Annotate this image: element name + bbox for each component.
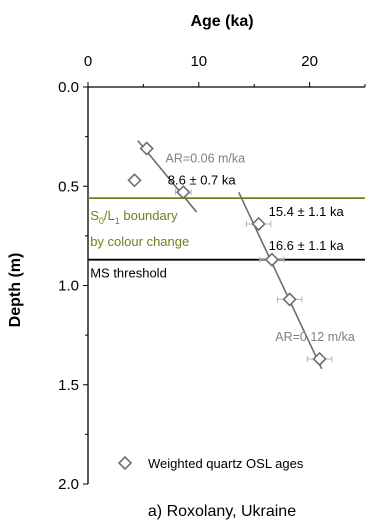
x-tick-label: 0	[84, 53, 92, 70]
regression-label-1: AR=0.06 m/ka	[166, 151, 246, 165]
reference-lines	[88, 140, 365, 370]
axes: 0 10 20 0.0 0.5 1.0 1.5 2.0	[58, 53, 366, 493]
data-point	[312, 351, 327, 367]
y-tick-label: 0.0	[58, 79, 79, 96]
x-axis-label: Age (ka)	[190, 13, 253, 30]
y-tick-label: 0.5	[58, 178, 79, 195]
y-tick-label: 1.0	[58, 278, 79, 295]
y-tick-label: 1.5	[58, 377, 79, 394]
y-axis-label: Depth (m)	[7, 253, 24, 328]
boundary-label-line2: by colour change	[90, 234, 189, 249]
chart-caption: a) Roxolany, Ukraine	[148, 503, 296, 520]
data-point	[176, 185, 191, 200]
x-tick-label: 10	[190, 53, 207, 70]
age-label: 15.4 ± 1.1 ka	[269, 204, 345, 219]
data-point	[127, 173, 142, 188]
age-label: 8.6 ± 0.7 ka	[168, 172, 237, 187]
data-point	[264, 252, 280, 267]
data-marks	[127, 141, 333, 367]
data-point	[282, 292, 297, 307]
age-label: 16.6 ± 1.1 ka	[269, 238, 345, 253]
x-tick-label: 20	[301, 53, 318, 70]
y-tick-label: 2.0	[58, 476, 79, 493]
boundary-label: S0/L1 boundary	[90, 208, 178, 226]
ms-threshold-label: MS threshold	[90, 266, 167, 281]
data-point	[139, 141, 154, 156]
regression-label-2: AR=0.12 m/ka	[275, 330, 355, 344]
legend-marker	[117, 455, 133, 471]
regression-line-2	[237, 191, 323, 370]
annotations: AR=0.06 m/ka AR=0.12 m/ka 8.6 ± 0.7 ka 15.4…	[90, 151, 355, 471]
data-point	[251, 216, 266, 232]
legend-label: Weighted quartz OSL ages	[148, 456, 304, 471]
